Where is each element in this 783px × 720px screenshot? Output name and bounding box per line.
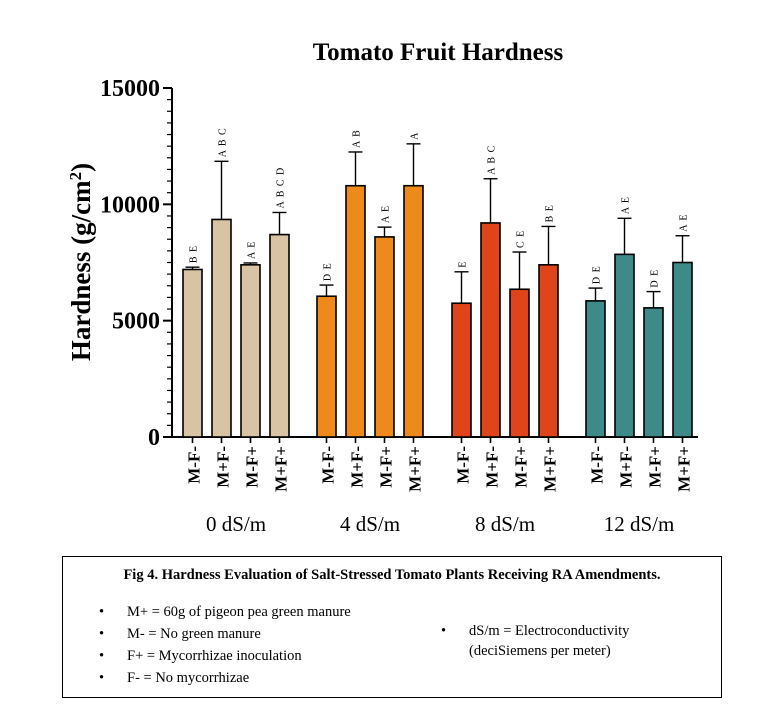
- x-category-label: M+F-: [617, 446, 636, 488]
- significance-letters: A E: [679, 213, 690, 231]
- bar-chart: Tomato Fruit Hardness Hardness (g/cm2) 0…: [66, 39, 698, 536]
- significance-letters: A E: [247, 241, 258, 259]
- bar: [403, 184, 424, 438]
- y-tick-label: 15000: [100, 76, 160, 102]
- significance-letters: D E: [650, 269, 661, 288]
- figure-caption-title: Fig 4. Hardness Evaluation of Salt-Stres…: [123, 567, 661, 583]
- bar: [538, 264, 559, 438]
- chart-title: Tomato Fruit Hardness: [313, 39, 564, 66]
- significance-letters: D E: [323, 262, 334, 281]
- x-category-label: M-F-: [588, 446, 607, 484]
- significance-letters: A E: [381, 205, 392, 223]
- x-category-label: M+F-: [348, 446, 367, 488]
- bar: [182, 268, 203, 438]
- significance-letters: A B C: [487, 145, 498, 175]
- x-category-label: M-F-: [319, 446, 338, 484]
- significance-letters: C E: [516, 230, 527, 248]
- bar: [585, 300, 606, 438]
- x-category-label: M+F+: [541, 446, 560, 492]
- x-category-label: M-F-: [454, 446, 473, 484]
- y-tick-label: 0: [148, 425, 160, 451]
- bar: [316, 295, 337, 438]
- abbreviation-list-right: dS/m = Electroconductivity (deciSiemens …: [439, 621, 689, 661]
- plot-area: 0 5000 10000 15000 B E M-F- A B C M+F- A E M-F+ A …: [100, 76, 698, 536]
- x-category-label: M+F-: [214, 446, 233, 488]
- y-tick-label: 5000: [112, 309, 160, 335]
- x-category-label: M+F+: [272, 446, 291, 492]
- abbreviation-item: F+ = Mycorrhizae inoculation: [97, 645, 351, 667]
- abbreviation-item: F- = No mycorrhizae: [97, 667, 351, 689]
- significance-letters: E: [458, 261, 469, 268]
- significance-letters: D E: [592, 265, 603, 284]
- y-axis-title: Hardness (g/cm2): [66, 163, 97, 361]
- abbreviation-item: dS/m = Electroconductivity (deciSiemens …: [439, 621, 689, 661]
- group-label: 12 dS/m: [604, 512, 675, 536]
- significance-letters: A E: [621, 196, 632, 214]
- x-category-label: M+F+: [406, 446, 425, 492]
- x-category-label: M-F-: [185, 446, 204, 484]
- abbreviation-item: M+ = 60g of pigeon pea green manure: [97, 601, 351, 623]
- significance-letters: B E: [189, 245, 200, 263]
- bar: [374, 236, 395, 438]
- significance-letters: B E: [545, 204, 556, 222]
- group-label: 4 dS/m: [340, 512, 400, 536]
- bar: [451, 302, 472, 438]
- bar: [211, 218, 232, 438]
- bar: [672, 261, 693, 438]
- abbreviation-list-left: M+ = 60g of pigeon pea green manure M- =…: [97, 601, 351, 689]
- bar: [509, 288, 530, 438]
- group-label: 0 dS/m: [206, 512, 266, 536]
- figure-caption-box: Fig 4. Hardness Evaluation of Salt-Stres…: [62, 556, 722, 698]
- significance-letters: A: [410, 132, 421, 140]
- svg-text:Hardness (g/cm2): Hardness (g/cm2): [66, 163, 97, 361]
- significance-letters: A B C D: [276, 167, 287, 209]
- y-axis-title-superscript: 2: [66, 172, 85, 181]
- x-category-label: M-F+: [377, 446, 396, 488]
- y-axis-title-close: ): [66, 163, 96, 172]
- bar: [240, 264, 261, 438]
- significance-letters: A B C: [218, 127, 229, 157]
- group-label: 8 dS/m: [475, 512, 535, 536]
- x-category-label: M-F+: [243, 446, 262, 488]
- x-category-label: M+F+: [675, 446, 694, 492]
- bar: [345, 184, 366, 438]
- x-category-label: M-F+: [512, 446, 531, 488]
- y-axis-title-main: Hardness (g/cm: [66, 180, 96, 361]
- abbreviation-item: M- = No green manure: [97, 623, 351, 645]
- bar: [269, 233, 290, 438]
- significance-letters: A B: [352, 129, 363, 148]
- bar: [480, 222, 501, 438]
- x-category-label: M+F-: [483, 446, 502, 488]
- bar: [643, 307, 664, 438]
- bar: [614, 253, 635, 438]
- y-tick-label: 10000: [100, 192, 160, 218]
- x-category-label: M-F+: [646, 446, 665, 488]
